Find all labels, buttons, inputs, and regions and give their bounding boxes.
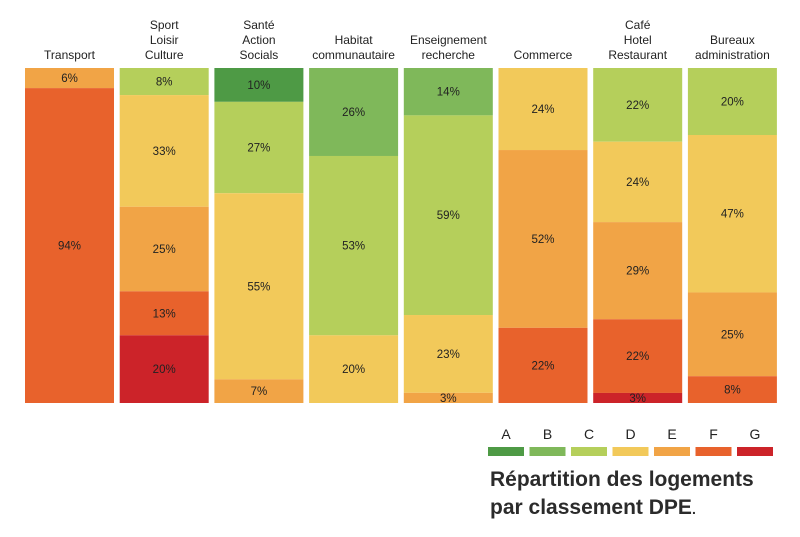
bar-segment-habitat-communautaire-b: [309, 68, 399, 156]
data-label-cafe-hotel-restaurant-g: 3%: [629, 393, 646, 405]
category-label-transport: Transport: [44, 48, 96, 62]
data-label-sport-loisir-culture-f: 13%: [153, 308, 176, 320]
bar-segment-cafe-hotel-restaurant-c: [593, 68, 683, 142]
data-label-bureaux-administration-c: 20%: [721, 97, 744, 109]
data-label-bureaux-administration-d: 47%: [721, 209, 744, 221]
category-label-sante-action-socials-1: Santé: [243, 18, 275, 32]
category-label-enseignement-recherche-1: Enseignement: [410, 33, 487, 47]
bar-segment-bureaux-administration-e: [687, 292, 777, 377]
caption-line-1: Répartition des logements: [490, 468, 754, 491]
data-label-cafe-hotel-restaurant-f: 22%: [626, 351, 649, 363]
data-label-habitat-communautaire-b: 26%: [342, 107, 365, 119]
bar-segment-sante-action-socials-d: [214, 193, 304, 380]
bar-segment-enseignement-recherche-b: [403, 68, 493, 116]
data-label-cafe-hotel-restaurant-c: 22%: [626, 100, 649, 112]
bar-segment-sante-action-socials-a: [214, 68, 304, 102]
bar-segment-commerce-f: [498, 327, 588, 403]
legend-swatch-f: [695, 447, 732, 456]
category-label-cafe-hotel-restaurant-3: Restaurant: [608, 48, 667, 62]
category-label-enseignement-recherche-2: recherche: [422, 48, 476, 62]
legend-label-a: A: [501, 426, 511, 442]
data-label-habitat-communautaire-c: 53%: [342, 241, 365, 253]
caption-line-2-end: .: [691, 501, 696, 517]
bar-segment-enseignement-recherche-c: [403, 115, 493, 316]
data-label-sport-loisir-culture-c: 8%: [156, 77, 173, 89]
data-label-sport-loisir-culture-e: 25%: [153, 244, 176, 256]
data-label-enseignement-recherche-d: 23%: [437, 349, 460, 361]
legend-label-e: E: [667, 426, 676, 442]
category-label-cafe-hotel-restaurant-1: Café: [625, 18, 651, 32]
legend-swatch-e: [654, 447, 690, 456]
legend-label-b: B: [543, 426, 552, 442]
category-label-cafe-hotel-restaurant-2: Hotel: [624, 33, 652, 47]
data-label-bureaux-administration-e: 25%: [721, 329, 744, 341]
bar-segment-transport-f: [25, 88, 114, 403]
data-label-enseignement-recherche-c: 59%: [437, 210, 460, 222]
bar-segment-sport-loisir-culture-d: [119, 95, 209, 207]
data-label-sante-action-socials-d: 55%: [247, 281, 270, 293]
legend-swatch-b: [529, 447, 566, 456]
category-label-sante-action-socials-3: Socials: [240, 48, 279, 62]
legend-swatch-g: [737, 447, 773, 456]
bar-segment-sante-action-socials-c: [214, 101, 304, 194]
bar-segment-cafe-hotel-restaurant-g: [593, 392, 683, 403]
bar-segment-cafe-hotel-restaurant-f: [593, 319, 683, 393]
bar-segment-sport-loisir-culture-f: [119, 291, 209, 336]
chart-caption: Répartition des logements par classement…: [490, 466, 754, 523]
category-label-commerce: Commerce: [514, 48, 573, 62]
bar-segment-commerce-d: [498, 68, 588, 151]
data-label-sante-action-socials-a: 10%: [247, 80, 270, 92]
legend-label-g: G: [750, 426, 761, 442]
bar-segment-sport-loisir-culture-e: [119, 206, 209, 292]
bar-segment-cafe-hotel-restaurant-e: [593, 222, 683, 320]
data-label-bureaux-administration-f: 8%: [724, 385, 741, 397]
data-label-cafe-hotel-restaurant-e: 29%: [626, 266, 649, 278]
legend-label-f: F: [709, 426, 718, 442]
bar-segment-sport-loisir-culture-c: [119, 68, 209, 96]
bar-segment-sante-action-socials-e: [214, 379, 304, 403]
bar-segment-transport-e: [25, 68, 114, 89]
bar-segment-habitat-communautaire-d: [309, 335, 399, 403]
data-label-commerce-e: 52%: [531, 234, 554, 246]
data-label-habitat-communautaire-d: 20%: [342, 364, 365, 376]
data-label-sante-action-socials-e: 7%: [251, 386, 268, 398]
data-label-enseignement-recherche-e: 3%: [440, 393, 457, 405]
category-label-sante-action-socials-2: Action: [242, 33, 275, 47]
bar-segment-sport-loisir-culture-g: [119, 335, 209, 403]
bar-segment-bureaux-administration-d: [687, 135, 777, 293]
bar-segment-cafe-hotel-restaurant-d: [593, 141, 683, 223]
bar-segment-commerce-e: [498, 150, 588, 328]
data-label-sante-action-socials-c: 27%: [247, 143, 270, 155]
category-label-sport-loisir-culture-1: Sport: [150, 18, 179, 32]
category-label-habitat-communautaire-1: Habitat: [335, 33, 374, 47]
bar-segment-habitat-communautaire-c: [309, 155, 399, 336]
data-label-transport-f: 94%: [58, 241, 81, 253]
category-label-habitat-communautaire-2: communautaire: [312, 48, 395, 62]
legend-label-c: C: [584, 426, 594, 442]
category-label-sport-loisir-culture-2: Loisir: [150, 33, 179, 47]
legend-swatch-a: [488, 447, 524, 456]
data-label-sport-loisir-culture-d: 33%: [153, 146, 176, 158]
legend-swatch-c: [571, 447, 607, 456]
legend-label-d: D: [625, 426, 635, 442]
data-label-commerce-f: 22%: [531, 360, 554, 372]
bar-segment-enseignement-recherche-e: [403, 392, 493, 403]
category-label-bureaux-administration-1: Bureaux: [710, 33, 755, 47]
legend-swatch-d: [612, 447, 649, 456]
data-label-enseignement-recherche-b: 14%: [437, 87, 460, 99]
bar-segment-bureaux-administration-c: [687, 68, 777, 135]
data-label-cafe-hotel-restaurant-d: 24%: [626, 177, 649, 189]
data-label-transport-e: 6%: [61, 73, 78, 85]
category-label-sport-loisir-culture-3: Culture: [145, 48, 184, 62]
data-label-commerce-d: 24%: [531, 104, 554, 116]
bar-segment-enseignement-recherche-d: [403, 315, 493, 393]
caption-line-2: par classement DPE: [490, 496, 692, 519]
bar-segment-bureaux-administration-f: [687, 376, 777, 403]
category-label-bureaux-administration-2: administration: [695, 48, 770, 62]
data-label-sport-loisir-culture-g: 20%: [153, 364, 176, 376]
